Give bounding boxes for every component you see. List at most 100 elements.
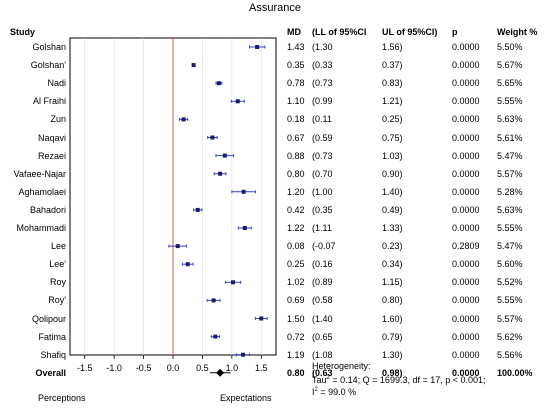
row-ul: 0.79)	[382, 331, 403, 342]
row-md: 0.18	[287, 114, 305, 125]
row-md: 0.80	[287, 168, 305, 179]
effect-point	[241, 352, 246, 357]
row-name: Qolipour	[31, 313, 66, 324]
row-name: Golshan'	[30, 60, 66, 71]
row-p: 0.2809	[452, 241, 480, 252]
row-p: 0.0000	[452, 132, 480, 143]
effect-point	[235, 99, 240, 104]
row-ll: (1.00	[312, 186, 333, 197]
row-p: 0.0000	[452, 223, 480, 233]
row-weight: 5.61%	[497, 132, 523, 143]
overall-md: 0.80	[287, 367, 305, 378]
effect-point	[181, 117, 186, 122]
i2-value: 99.0 %	[328, 387, 357, 397]
x-tick-label: 1.5	[255, 363, 268, 373]
effect-point	[216, 81, 221, 86]
chart-title: Assurance	[249, 2, 301, 14]
row-weight: 5.28%	[497, 186, 523, 197]
row-ll: (0.70	[312, 168, 333, 179]
grid-lines	[84, 38, 262, 355]
effect-point	[210, 135, 215, 140]
header-ul: UL of 95%CI)	[382, 27, 438, 37]
x-tick-label: -1.0	[106, 363, 122, 373]
header-p: p	[452, 27, 458, 37]
row-weight: 5.52%	[497, 277, 523, 288]
row-p: 0.0000	[452, 42, 480, 52]
row-md: 0.25	[287, 259, 305, 270]
row-weight: 5.50%	[497, 42, 523, 52]
row-ll: (0.33	[312, 60, 333, 71]
x-tick-label: 0.0	[167, 363, 180, 373]
row-p: 0.0000	[452, 114, 480, 125]
effect-point	[211, 298, 216, 303]
row-p: 0.0000	[452, 150, 480, 161]
row-name: Golshan	[32, 42, 66, 52]
row-ul: 1.40)	[382, 186, 403, 197]
row-md: 0.72	[287, 331, 305, 342]
row-ll: (1.11	[312, 223, 332, 233]
x-tick-label: -0.5	[136, 363, 152, 373]
heterogeneity-stats: Tau2 = 0.14; Q = 1699.3, df = 17, p < 0.…	[312, 375, 486, 385]
row-ul: 0.49)	[382, 204, 403, 215]
row-md: 0.08	[287, 241, 305, 252]
effect-point	[191, 63, 196, 68]
row-weight: 5.60%	[497, 259, 523, 270]
row-weight: 5.63%	[497, 204, 523, 215]
row-name: Zun	[50, 114, 66, 125]
overall-diamond	[216, 368, 225, 377]
row-weight: 5.55%	[497, 295, 523, 306]
row-ul: 0.25)	[382, 114, 403, 125]
header-md: MD	[287, 27, 301, 37]
overall-p: 0.0000	[452, 367, 480, 378]
row-md: 0.88	[287, 150, 305, 161]
effect-point	[222, 153, 227, 158]
effect-point	[255, 45, 260, 49]
row-md: 0.67	[287, 132, 305, 143]
row-ul: 0.83)	[382, 78, 403, 89]
right-favours-label: Expectations	[220, 393, 272, 403]
effect-point	[175, 244, 180, 249]
row-ll: (0.58	[312, 295, 333, 306]
data-marks	[168, 45, 268, 377]
row-md: 1.10	[287, 96, 305, 107]
x-tick-label: 1.0	[226, 363, 239, 373]
row-md: 1.50	[287, 313, 305, 324]
row-md: 0.69	[287, 295, 305, 306]
row-p: 0.0000	[452, 204, 480, 215]
row-p: 0.0000	[452, 313, 480, 324]
row-ul: 1.33)	[382, 223, 403, 233]
tau2-value: 0.14	[340, 375, 358, 385]
effect-point	[185, 262, 190, 267]
row-ul: 0.90)	[382, 168, 403, 179]
left-favours-label: Perceptions	[38, 393, 86, 403]
row-ul: 1.60)	[382, 313, 403, 324]
row-ul: 1.03)	[382, 150, 403, 161]
row-name: Roy'	[48, 295, 66, 306]
row-name: Bahadori	[29, 204, 66, 215]
row-p: 0.0000	[452, 295, 480, 306]
row-weight: 5.62%	[497, 331, 523, 342]
effect-point	[195, 207, 200, 212]
x-ticks: -1.5 -1.0 -0.5 0.0 0.5 1.0 1.5	[77, 355, 268, 373]
x-tick-label: 0.5	[196, 363, 209, 373]
row-ll: (0.11	[312, 114, 332, 125]
effect-point	[242, 226, 247, 230]
row-p: 0.0000	[452, 168, 480, 179]
row-weight: 5.55%	[497, 223, 523, 233]
row-ll: (0.65	[312, 331, 333, 342]
row-ul: 0.34)	[382, 259, 403, 270]
row-p: 0.0000	[452, 259, 480, 270]
row-ll: (0.35	[312, 204, 333, 215]
row-p: 0.0000	[452, 349, 480, 360]
effect-point	[231, 280, 236, 285]
row-p: 0.0000	[452, 96, 480, 107]
overall-ul: 0.98)	[382, 367, 403, 378]
row-md: 1.20	[287, 186, 305, 197]
row-name: Lee	[50, 241, 66, 252]
row-ul: 0.80)	[382, 295, 403, 306]
row-md: 1.19	[287, 349, 305, 360]
effect-point	[259, 316, 264, 321]
row-name: Lee'	[49, 259, 66, 270]
row-weight: 5.57%	[497, 313, 523, 324]
